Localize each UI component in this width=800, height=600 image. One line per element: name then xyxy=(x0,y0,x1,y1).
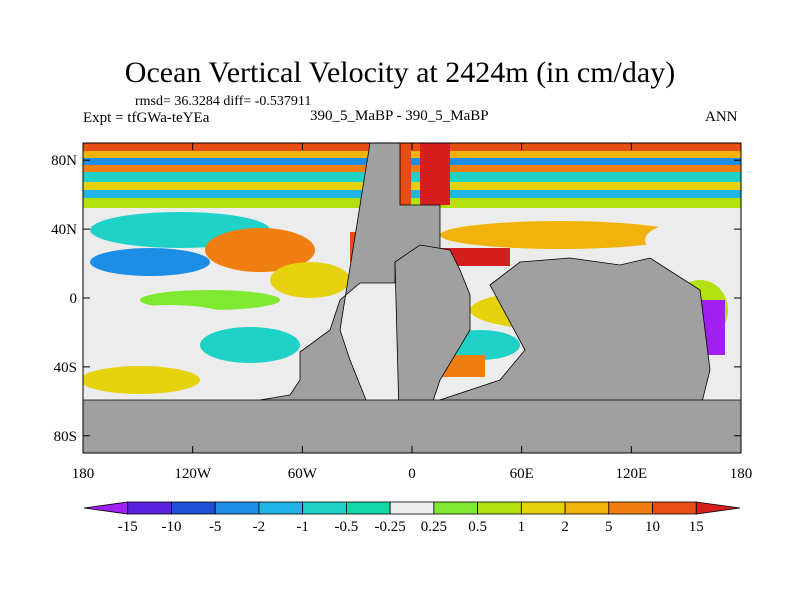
field-band xyxy=(83,158,741,165)
colorbar-label: -15 xyxy=(118,519,138,535)
y-tick-label: 80N xyxy=(51,153,77,169)
field-patch xyxy=(200,327,300,363)
colorbar-swatch xyxy=(83,501,129,515)
field-band xyxy=(83,198,741,208)
field-patch xyxy=(90,248,210,276)
colorbar-label: 15 xyxy=(689,519,704,535)
colorbar-label: -0.25 xyxy=(375,519,406,535)
colorbar-label: -0.5 xyxy=(335,519,359,535)
experiment-label: Expt = tfGWa-teYEa xyxy=(83,110,210,126)
colorbar-swatch xyxy=(520,501,566,515)
colorbar: -15 -10 -5 -2 -1 -0.5 -0.25 0.25 0.5 1 2 5 10 15 xyxy=(83,501,741,535)
x-tick-label: 60E xyxy=(510,466,534,482)
y-tick-label: 40N xyxy=(51,222,77,238)
colorbar-label: 10 xyxy=(645,519,660,535)
map-plot xyxy=(83,143,741,453)
colorbar-label: -10 xyxy=(161,519,181,535)
x-tick-label: 0 xyxy=(408,466,416,482)
colorbar-swatch xyxy=(214,501,260,515)
season-label: ANN xyxy=(705,109,738,125)
colorbar-label: -1 xyxy=(296,519,309,535)
y-axis: 80N 40N 0 40S 80S xyxy=(51,153,741,445)
colorbar-label: 0.5 xyxy=(468,519,487,535)
colorbar-swatch xyxy=(258,501,304,515)
field-band xyxy=(83,151,741,158)
colorbar-swatch xyxy=(608,501,653,515)
x-tick-label: 180 xyxy=(72,466,95,482)
field-band xyxy=(83,172,741,182)
colorbar-swatch xyxy=(695,501,741,515)
colorbar-label: 1 xyxy=(518,519,526,535)
colorbar-label: -5 xyxy=(209,519,222,535)
field-patch xyxy=(83,366,200,394)
colorbar-swatch xyxy=(564,501,610,515)
colorbar-label: 5 xyxy=(605,519,613,535)
field-patch xyxy=(420,143,450,205)
chart-title: Ocean Vertical Velocity at 2424m (in cm/… xyxy=(124,56,676,89)
x-tick-label: 180 xyxy=(730,466,753,482)
field-patch xyxy=(270,262,350,298)
colorbar-swatch xyxy=(652,501,697,515)
x-tick-label: 120E xyxy=(615,466,647,482)
y-tick-label: 80S xyxy=(54,429,77,445)
field-band xyxy=(83,182,741,190)
field-patch xyxy=(440,221,680,249)
x-tick-label: 120W xyxy=(174,466,212,482)
field-band xyxy=(83,190,741,198)
colorbar-label: -2 xyxy=(253,519,266,535)
field-patch xyxy=(205,228,315,272)
y-tick-label: 40S xyxy=(54,360,77,376)
stats-text: rmsd= 36.3284 diff= -0.537911 xyxy=(135,94,312,109)
x-tick-label: 60W xyxy=(288,466,318,482)
x-axis: 180 120W 60W 0 60E 120E 180 xyxy=(72,143,753,482)
land-antarctica-edge xyxy=(83,399,741,453)
center-subtitle: 390_5_MaBP - 390_5_MaBP xyxy=(310,108,489,124)
colorbar-swatch xyxy=(127,501,172,515)
colorbar-swatch xyxy=(302,501,347,515)
y-tick-label: 0 xyxy=(70,291,78,307)
field-patch xyxy=(645,222,735,258)
colorbar-swatch xyxy=(477,501,522,515)
colorbar-swatch xyxy=(345,501,391,515)
colorbar-label: 0.25 xyxy=(421,519,447,535)
colorbar-swatch xyxy=(171,501,216,515)
colorbar-label: 2 xyxy=(561,519,569,535)
field-patch xyxy=(140,290,280,310)
colorbar-swatch xyxy=(433,501,479,515)
field-patch xyxy=(440,248,510,266)
field-band xyxy=(83,165,741,172)
colorbar-swatch xyxy=(389,501,435,515)
